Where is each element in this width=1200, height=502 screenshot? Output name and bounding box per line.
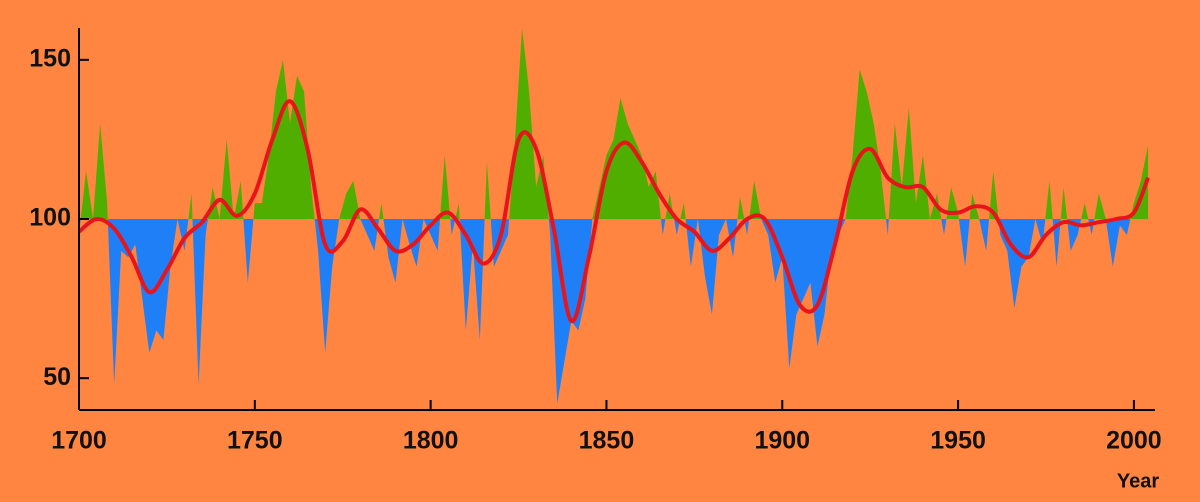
y-tick-label: 150 [29,44,71,72]
x-tick-label: 1750 [227,427,283,455]
x-tick-label: 1900 [754,427,810,455]
x-tick-label: 1800 [403,427,459,455]
x-tick-label: 1700 [51,427,107,455]
y-tick-label: 50 [43,363,71,391]
smooth-line [77,99,1150,323]
x-tick-label: 1950 [930,427,986,455]
x-tick-label: 1850 [579,427,635,455]
x-tick-label: 2000 [1106,427,1162,455]
y-tick-label: 100 [29,204,71,232]
x-axis-label: Year [1117,470,1159,492]
area-above [79,28,1148,219]
